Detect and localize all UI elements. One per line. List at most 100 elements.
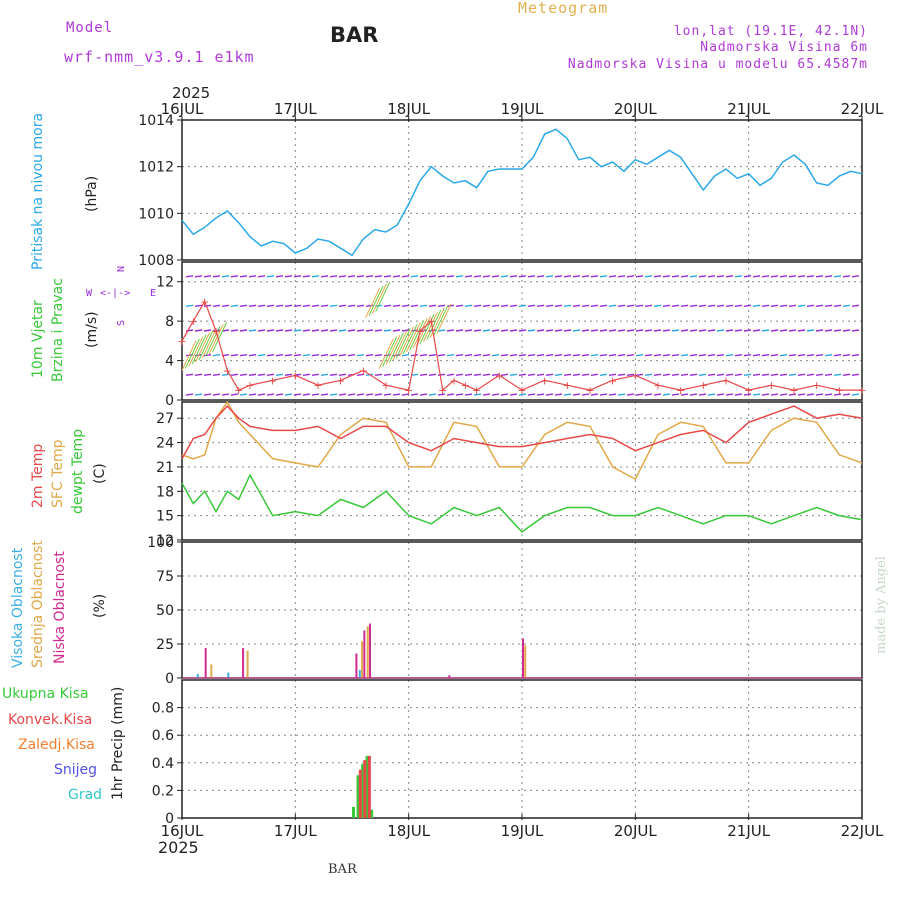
wind-arrow (455, 304, 464, 308)
wind-speed-marker: + (540, 374, 549, 387)
wind-gust-mark (212, 322, 228, 353)
wind-arrow (662, 393, 671, 396)
wind-arrow (203, 275, 212, 278)
wind-arrow (248, 304, 257, 308)
wind-arrow (302, 353, 311, 357)
wind-arrow (374, 329, 383, 332)
wind-arrow (671, 393, 680, 396)
wind-arrow (311, 329, 320, 332)
wind-arrow (563, 353, 572, 357)
wind-arrow (527, 353, 536, 357)
wind-speed-marker: + (744, 384, 753, 397)
wind-gust-mark (429, 307, 445, 338)
wind-arrow (473, 393, 482, 396)
wind-arrow (824, 329, 833, 332)
wind-arrow (374, 275, 383, 278)
wind-arrow (653, 353, 662, 357)
wind-speed-marker: + (438, 384, 447, 397)
wind-arrow (653, 304, 662, 308)
wind-arrow (536, 329, 545, 332)
wind-arrow (482, 304, 491, 308)
wind-arrow (500, 353, 509, 357)
wind-arrow (554, 353, 563, 357)
wind-arrow (221, 329, 230, 332)
wind-arrow (212, 304, 221, 308)
wind-arrow (644, 329, 653, 332)
wind-speed-marker: + (291, 369, 300, 382)
wind-arrow (581, 329, 590, 332)
wind-arrow (851, 353, 860, 357)
wind-arrow (725, 393, 734, 396)
wind-speed-marker: + (699, 379, 708, 392)
wind-arrow (842, 373, 851, 377)
wind-arrow (608, 373, 617, 377)
wind-arrow (446, 373, 455, 377)
wind-arrow (212, 353, 221, 357)
wind-arrow (770, 393, 779, 396)
y-tick-label: 1010 (138, 206, 174, 222)
wind-arrow (329, 373, 338, 377)
wind-gust-mark (409, 320, 425, 351)
wind-arrow (851, 329, 860, 332)
wind-gust-mark (188, 336, 204, 367)
wind-arrow (815, 353, 824, 357)
wind-arrow (518, 304, 527, 308)
wind-arrow (239, 353, 248, 357)
wind-arrow (383, 275, 392, 278)
wind-arrow (752, 393, 761, 396)
wind-arrow (365, 275, 374, 278)
wind-arrow (734, 373, 743, 377)
wind-arrow (338, 275, 347, 278)
wind-arrow (446, 353, 455, 357)
wind-arrow (347, 353, 356, 357)
meteogram-title: Meteogram (518, 0, 609, 17)
wind-arrow (626, 275, 635, 278)
wind-arrow (617, 373, 626, 377)
wind-arrow (482, 353, 491, 357)
bottom-date-label: 22JUL (841, 822, 884, 840)
wind-arrow (284, 329, 293, 332)
wind-arrow (626, 373, 635, 377)
wind-arrow (815, 304, 824, 308)
wind-arrow (572, 275, 581, 278)
wind-arrow (428, 275, 437, 278)
wind-arrow (653, 373, 662, 377)
wind-arrow (230, 353, 239, 357)
wind-arrow (455, 373, 464, 377)
wind-arrow (680, 275, 689, 278)
wind-arrow (545, 329, 554, 332)
wind-arrow (554, 329, 563, 332)
wind-arrow (239, 373, 248, 377)
rain-conv-bar (367, 755, 371, 818)
wind-speed-marker: + (449, 374, 458, 387)
wind-arrow (797, 304, 806, 308)
wind-arrow (707, 304, 716, 308)
wind-arrow (230, 373, 239, 377)
wind-arrow (509, 275, 518, 278)
wind-arrow (392, 275, 401, 278)
wind-arrow (203, 393, 212, 396)
y-tick-label: 0.4 (152, 756, 174, 772)
wind-arrow (455, 329, 464, 332)
wind-arrow (581, 353, 590, 357)
wind-arrow (221, 275, 230, 278)
wind-arrow (545, 353, 554, 357)
wind-arrow (824, 353, 833, 357)
wind-arrow (590, 373, 599, 377)
wind-arrow (797, 393, 806, 396)
wind-arrow (770, 275, 779, 278)
wind-gust-mark (365, 288, 381, 319)
wind-arrow (851, 275, 860, 278)
rain-conv-bar (363, 760, 367, 818)
wind-arrow (437, 353, 446, 357)
wind-arrow (383, 304, 392, 308)
wind-arrow (239, 393, 248, 396)
wind-arrow (581, 393, 590, 396)
wind-arrow (185, 373, 194, 377)
panel-frame (181, 261, 863, 401)
wind-arrow (239, 304, 248, 308)
low-cloud-bar (448, 675, 451, 678)
wind-arrow (563, 393, 572, 396)
wind-arrow (734, 304, 743, 308)
model-label: Model (66, 20, 114, 36)
